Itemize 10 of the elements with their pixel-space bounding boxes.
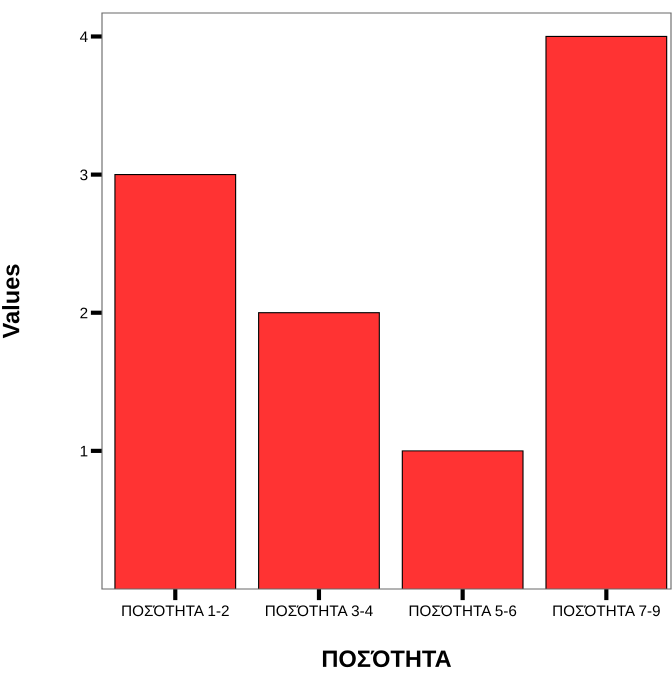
y-tick-label: 3 (80, 169, 88, 180)
x-tick-label: ΠΟΣΌΤΗΤΑ 5-6 (410, 605, 516, 616)
x-tick-label: ΠΟΣΌΤΗΤΑ 1-2 (122, 605, 229, 616)
x-axis-title: ΠΟΣΌΤΗΤΑ (322, 650, 452, 668)
x-tick-label: ΠΟΣΌΤΗΤΑ 3-4 (266, 605, 373, 616)
y-axis-title: Values (2, 264, 20, 338)
y-tick-label: 4 (80, 32, 88, 42)
y-tick-label: 1 (80, 446, 88, 456)
y-tick-label: 2 (80, 308, 88, 318)
x-tick-label: ΠΟΣΌΤΗΤΑ 7-9 (553, 605, 660, 616)
